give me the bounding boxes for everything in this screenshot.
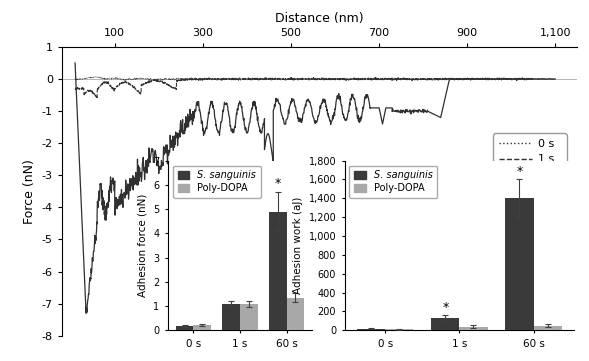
Y-axis label: Force (nN): Force (nN) bbox=[23, 159, 36, 224]
Bar bbox=[176, 326, 193, 330]
Bar bbox=[269, 212, 287, 330]
Bar bbox=[534, 326, 562, 330]
Bar bbox=[385, 329, 413, 330]
Bar bbox=[459, 327, 488, 330]
Legend: S. sanguinis, Poly-DOPA: S. sanguinis, Poly-DOPA bbox=[349, 165, 438, 198]
Bar bbox=[505, 198, 534, 330]
Bar bbox=[240, 304, 258, 330]
Y-axis label: Adhesion force (nN): Adhesion force (nN) bbox=[138, 194, 148, 297]
Bar bbox=[431, 318, 459, 330]
Text: *: * bbox=[274, 177, 281, 190]
Bar bbox=[193, 325, 211, 330]
Text: *: * bbox=[517, 165, 522, 178]
X-axis label: Distance (nm): Distance (nm) bbox=[275, 12, 364, 25]
Y-axis label: Adhesion work (aJ): Adhesion work (aJ) bbox=[293, 197, 303, 294]
Legend: S. sanguinis, Poly-DOPA: S. sanguinis, Poly-DOPA bbox=[173, 165, 261, 198]
Text: *: * bbox=[442, 301, 448, 314]
Bar bbox=[222, 304, 240, 330]
Bar bbox=[287, 297, 305, 330]
Legend: 0 s, 1 s, 60 s: 0 s, 1 s, 60 s bbox=[493, 133, 567, 186]
Bar bbox=[357, 329, 385, 330]
